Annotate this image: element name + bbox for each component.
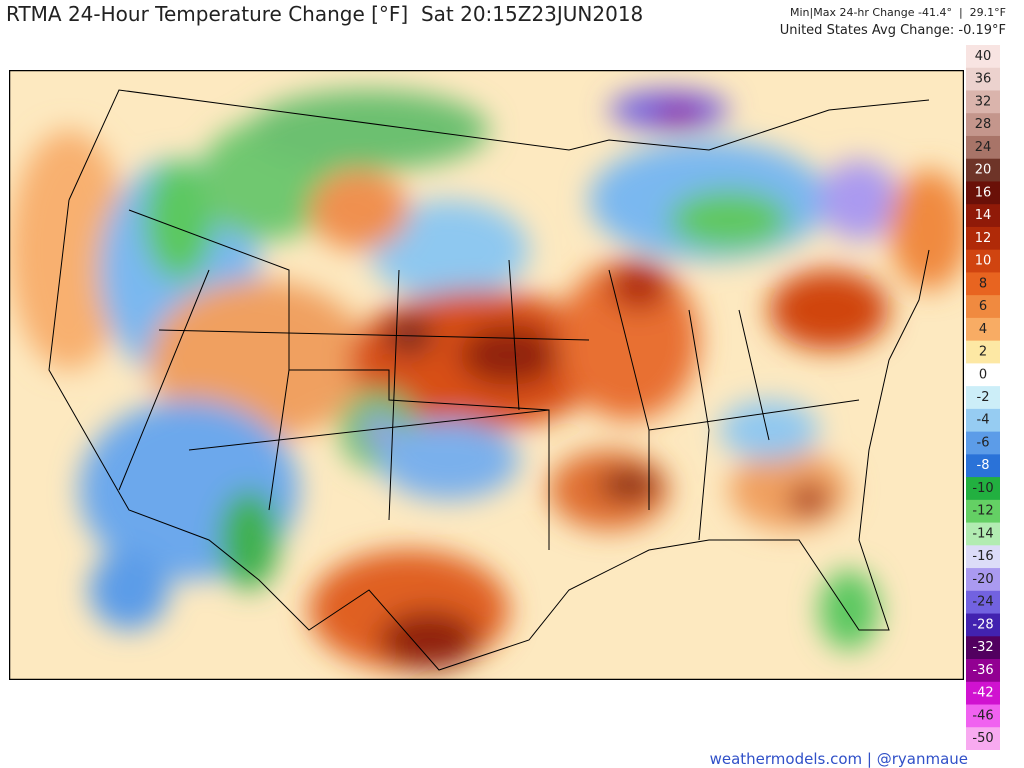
colorbar-label: 4 xyxy=(979,322,987,337)
colorbar-swatch xyxy=(966,545,1000,569)
colorbar-label: -8 xyxy=(977,458,990,473)
colorbar-swatch xyxy=(966,499,1000,524)
colorbar-label: 28 xyxy=(975,117,992,132)
colorbar-label: 40 xyxy=(975,49,992,64)
colorbar-swatch xyxy=(966,568,1000,592)
colorbar-label: 20 xyxy=(975,163,992,178)
colorbar-swatch xyxy=(966,477,1000,501)
colorbar-label: -10 xyxy=(972,481,993,496)
colorbar-label: -28 xyxy=(972,617,993,632)
colorbar-swatch xyxy=(966,613,1000,637)
colorbar-swatch xyxy=(966,67,1000,91)
colorbar-swatch xyxy=(966,431,1000,455)
colorbar-swatch xyxy=(966,295,1000,319)
colorbar-label: -14 xyxy=(972,526,993,541)
colorbar-label: 24 xyxy=(975,140,992,155)
colorbar-swatch xyxy=(966,704,1000,728)
colorbar-label: -42 xyxy=(972,686,993,701)
min-max-change: Min|Max 24-hr Change -41.4° | 29.1°F xyxy=(789,6,1006,19)
colorbar-swatch xyxy=(966,135,1000,160)
colorbar-swatch xyxy=(966,636,1000,660)
colorbar-label: 10 xyxy=(975,254,992,269)
colorbar-swatch xyxy=(966,113,1000,137)
colorbar-swatch xyxy=(966,226,1000,251)
temperature-map xyxy=(9,70,964,680)
colorbar-label: -50 xyxy=(972,731,993,746)
colorbar-label: -32 xyxy=(972,640,993,655)
colorbar-swatch xyxy=(966,181,1000,205)
colorbar-label: 16 xyxy=(975,185,992,200)
colorbar-swatch xyxy=(966,659,1000,683)
colorbar-label: -16 xyxy=(972,549,993,564)
colorbar-label: 36 xyxy=(975,72,992,87)
colorbar-label: 12 xyxy=(975,231,992,246)
colorbar-swatch xyxy=(966,522,1000,546)
colorbar-label: -24 xyxy=(972,595,993,610)
colorbar-swatch xyxy=(966,454,1000,478)
map-title: RTMA 24-Hour Temperature Change [°F] Sat… xyxy=(6,2,644,26)
credit[interactable]: weathermodels.com | @ryanmaue xyxy=(709,750,968,768)
colorbar-swatch xyxy=(966,204,1000,228)
colorbar-swatch xyxy=(966,158,1000,182)
colorbar-label: 32 xyxy=(975,94,992,109)
colorbar-label: 6 xyxy=(979,299,987,314)
colorbar-swatch xyxy=(966,363,1000,387)
colorbar-swatch xyxy=(966,386,1000,410)
colorbar-swatch xyxy=(966,90,1000,114)
colorbar-swatch xyxy=(966,408,1000,433)
colorbar-swatch xyxy=(966,340,1000,364)
colorbar-label: -20 xyxy=(972,572,993,587)
colorbar-label: 0 xyxy=(979,367,987,382)
colorbar-swatch xyxy=(966,681,1000,706)
colorbar: 4036322824201614121086420-2-4-6-8-10-12-… xyxy=(966,45,1000,750)
colorbar-label: -46 xyxy=(972,708,993,723)
colorbar-swatch xyxy=(966,249,1000,273)
colorbar-swatch xyxy=(966,272,1000,296)
colorbar-label: 14 xyxy=(975,208,992,223)
colorbar-swatch xyxy=(966,590,1000,615)
colorbar-label: -6 xyxy=(977,435,990,450)
colorbar-swatch xyxy=(966,317,1000,342)
colorbar-swatch xyxy=(966,727,1000,750)
colorbar-label: -4 xyxy=(977,413,990,428)
colorbar-label: -2 xyxy=(977,390,990,405)
colorbar-swatch xyxy=(966,45,1000,69)
colorbar-label: 8 xyxy=(979,276,987,291)
colorbar-label: -12 xyxy=(972,504,993,519)
colorbar-label: 2 xyxy=(979,345,987,360)
average-change: United States Avg Change: -0.19°F xyxy=(779,23,1006,38)
colorbar-label: -36 xyxy=(972,663,993,678)
